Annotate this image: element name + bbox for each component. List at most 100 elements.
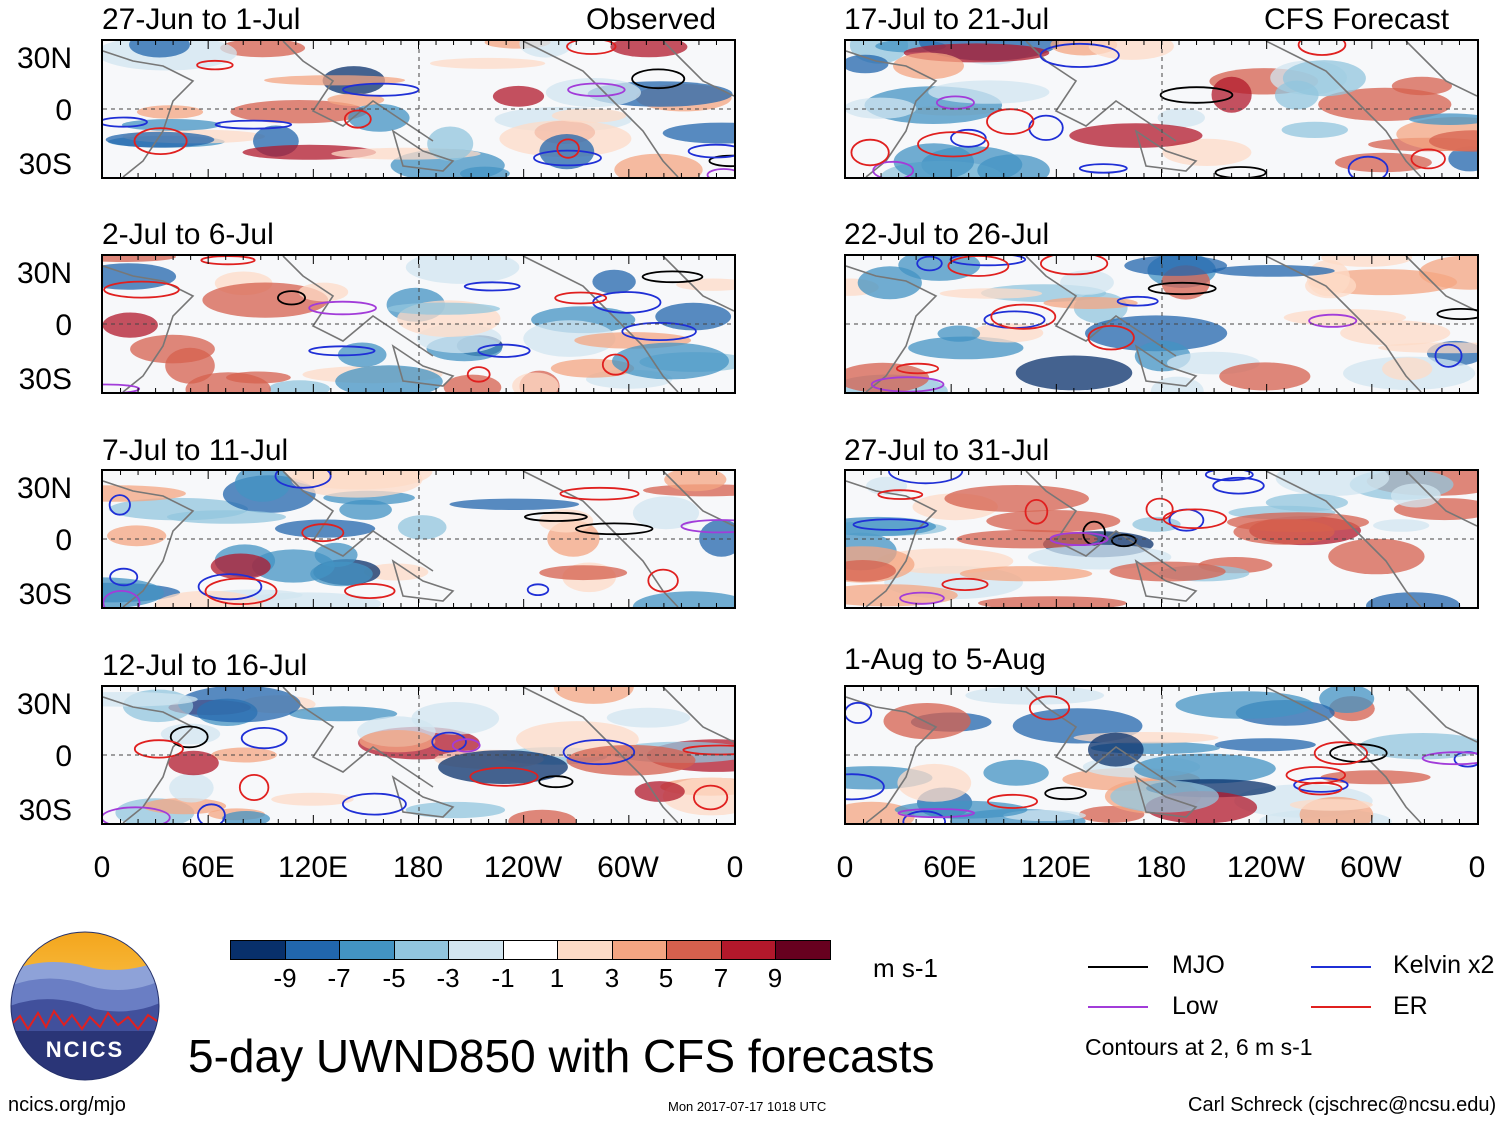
contour-line bbox=[1347, 155, 1389, 177]
coastline bbox=[1134, 129, 1198, 172]
anomaly-shading bbox=[1419, 256, 1477, 290]
colorbar-cell bbox=[720, 940, 776, 960]
lat-label-30s: 30S bbox=[18, 363, 72, 396]
contour-line bbox=[1308, 313, 1358, 328]
main-title: 5-day UWND850 with CFS forecasts bbox=[188, 1030, 935, 1082]
anomaly-shading bbox=[387, 302, 500, 315]
contour-line bbox=[850, 138, 890, 167]
coastline bbox=[662, 41, 734, 97]
contour-line bbox=[1298, 781, 1343, 796]
contour-line bbox=[641, 270, 704, 284]
map-panel-6 bbox=[844, 254, 1479, 394]
anomaly-shading bbox=[167, 510, 286, 524]
contour-line bbox=[562, 739, 636, 766]
map-panel-2 bbox=[101, 254, 736, 394]
anomaly-shading bbox=[264, 75, 406, 86]
contour-line bbox=[523, 511, 588, 522]
contour-line bbox=[949, 256, 1027, 267]
anomaly-shading bbox=[230, 100, 368, 124]
contour-line bbox=[240, 726, 288, 750]
contour-line bbox=[680, 519, 734, 534]
contour-line bbox=[200, 256, 256, 266]
footer-timestamp: Mon 2017-07-17 1018 UTC bbox=[668, 1099, 827, 1114]
panel-title-6: 22-Jul to 26-Jul bbox=[844, 218, 1050, 251]
anomaly-shading bbox=[699, 519, 734, 557]
coastline bbox=[1025, 41, 1177, 142]
anomaly-shading bbox=[508, 809, 577, 823]
coastline bbox=[846, 696, 938, 823]
anomaly-shading bbox=[592, 269, 636, 294]
contour-line bbox=[1212, 476, 1265, 495]
anomaly-shading bbox=[893, 52, 964, 80]
anomaly-shading bbox=[1003, 810, 1086, 821]
lat-label-30n: 30N bbox=[16, 472, 72, 505]
coastline bbox=[846, 265, 938, 392]
contour-line bbox=[1147, 281, 1217, 296]
lon-label-0-end: 0 bbox=[1468, 851, 1486, 884]
contour-line bbox=[1204, 471, 1254, 482]
lon-label-120e: 120E bbox=[1020, 851, 1092, 884]
contour-line bbox=[916, 256, 943, 272]
lon-label-180: 180 bbox=[1135, 851, 1187, 884]
contour-line bbox=[888, 471, 964, 485]
contour-line bbox=[895, 362, 940, 375]
footer-author: Carl Schreck (cjschrec@ncsu.edu) bbox=[1188, 1094, 1497, 1116]
coastline bbox=[391, 344, 455, 387]
anomaly-shading bbox=[211, 747, 277, 763]
contour-line bbox=[343, 109, 372, 129]
map-svg-5 bbox=[846, 41, 1477, 177]
contour-line bbox=[877, 489, 924, 500]
coastline bbox=[103, 265, 195, 392]
contour-line bbox=[1313, 741, 1368, 766]
colorbar-tick: 1 bbox=[549, 963, 565, 993]
footer-url[interactable]: ncics.org/mjo bbox=[8, 1094, 126, 1116]
colorbar-cell bbox=[666, 940, 722, 960]
anomaly-shading bbox=[1088, 732, 1144, 767]
anomaly-shading bbox=[103, 692, 198, 707]
map-svg-4 bbox=[103, 687, 734, 823]
anomaly-shading bbox=[1391, 76, 1452, 96]
contour-line bbox=[341, 792, 407, 816]
coastline bbox=[522, 256, 679, 392]
contour-line bbox=[1162, 508, 1228, 530]
contour-line bbox=[687, 143, 734, 159]
anomaly-shading bbox=[168, 750, 219, 776]
anomaly-shading bbox=[397, 515, 447, 540]
panel-title-7: 27-Jul to 31-Jul bbox=[844, 434, 1050, 467]
contour-line bbox=[846, 701, 873, 724]
contour-line bbox=[197, 573, 263, 601]
colorbar-cell bbox=[284, 940, 340, 960]
colorbar-cell bbox=[557, 940, 613, 960]
contour-line bbox=[526, 583, 550, 596]
anomaly-shading bbox=[129, 41, 190, 58]
anomaly-shading bbox=[314, 542, 358, 567]
contour-line bbox=[431, 731, 467, 753]
anomaly-shading bbox=[153, 590, 264, 607]
anomaly-shading bbox=[1133, 753, 1276, 784]
lat-label-30s: 30S bbox=[18, 578, 72, 611]
anomaly-shading bbox=[1219, 362, 1311, 391]
anomaly-shading bbox=[1015, 355, 1133, 391]
contour-line bbox=[308, 345, 376, 357]
contour-line bbox=[1049, 532, 1109, 547]
anomaly-shading bbox=[1373, 519, 1430, 532]
anomaly-shading bbox=[1320, 770, 1431, 785]
contour-line bbox=[1410, 148, 1446, 170]
lon-label-120w: 120W bbox=[483, 851, 563, 884]
contour-line bbox=[274, 471, 332, 489]
contour-line bbox=[935, 95, 975, 110]
map-panel-1 bbox=[101, 39, 736, 179]
contour-line bbox=[1024, 498, 1049, 525]
contour-line bbox=[846, 773, 885, 801]
anomaly-shading bbox=[310, 561, 373, 587]
coastline bbox=[391, 775, 455, 818]
contour-line bbox=[1040, 256, 1109, 276]
coastline bbox=[282, 256, 434, 357]
anomaly-shading bbox=[846, 54, 889, 74]
anomaly-shading bbox=[523, 320, 616, 357]
anomaly-shading bbox=[1448, 146, 1477, 172]
lat-label-0: 0 bbox=[55, 309, 72, 342]
lon-label-60w: 60W bbox=[597, 851, 659, 884]
coastline bbox=[1025, 471, 1177, 572]
anomaly-shading bbox=[846, 560, 896, 582]
